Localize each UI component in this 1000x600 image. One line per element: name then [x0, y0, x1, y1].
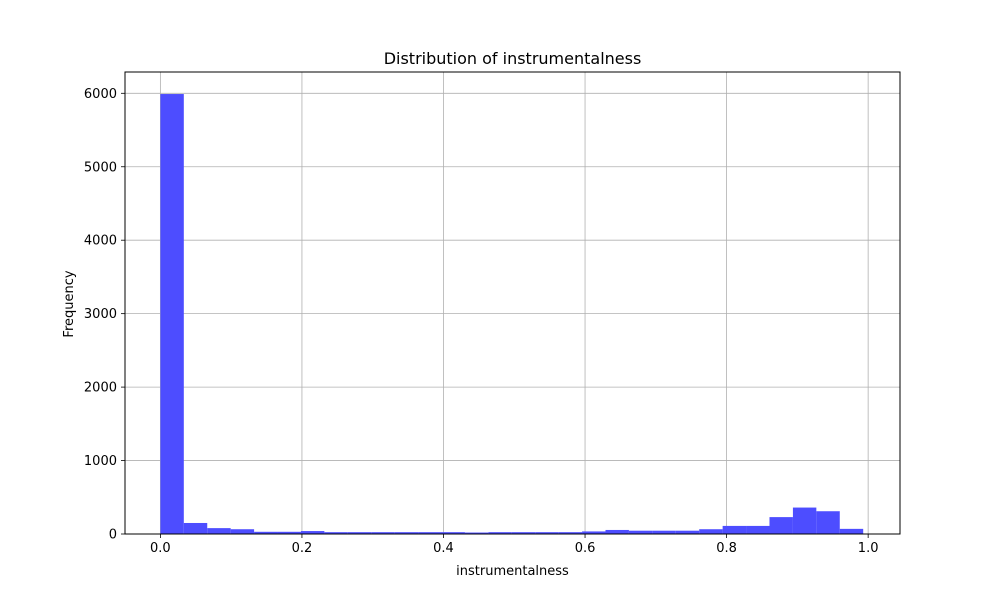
y-tick-label: 5000: [84, 160, 117, 175]
histogram-bar: [535, 532, 559, 534]
plot-frame: [124, 71, 901, 535]
y-tick-label: 3000: [84, 307, 117, 322]
x-tick-label: 0.0: [150, 541, 171, 556]
histogram-bar: [394, 532, 419, 534]
histogram-bars: [160, 94, 864, 534]
histogram-bar: [207, 528, 231, 534]
y-tick-label: 6000: [84, 87, 117, 102]
y-axis-ticks: 0 1000 2000 3000 4000 5000 6000: [84, 87, 125, 543]
histogram-bar: [675, 530, 700, 534]
y-axis-label: Frequency: [62, 270, 77, 337]
histogram-bar: [746, 525, 770, 534]
histogram-bar: [722, 525, 747, 534]
histogram-bar: [277, 531, 301, 534]
histogram-bar: [183, 522, 208, 534]
histogram-bar: [582, 531, 606, 534]
x-axis-label: instrumentalness: [456, 564, 569, 579]
histogram-bar: [652, 530, 676, 534]
histogram-bar: [160, 94, 184, 534]
histogram-bar: [488, 532, 512, 534]
histogram-bar: [230, 529, 255, 534]
histogram-bar: [839, 528, 864, 534]
histogram-bar: [371, 532, 395, 534]
x-tick-label: 0.6: [575, 541, 596, 556]
x-axis-ticks: 0.0 0.2 0.4 0.6 0.8 1.0: [150, 534, 878, 556]
y-tick-label: 4000: [84, 234, 117, 249]
y-tick-label: 1000: [84, 454, 117, 469]
histogram-bar: [324, 532, 348, 534]
histogram-bar: [254, 531, 278, 534]
y-tick-label: 2000: [84, 381, 117, 396]
histogram-bar: [511, 532, 536, 534]
x-tick-label: 0.2: [292, 541, 313, 556]
histogram-bar: [816, 511, 840, 534]
histogram-bar: [441, 532, 465, 534]
histogram-bar: [558, 532, 583, 534]
x-tick-label: 0.8: [716, 541, 737, 556]
histogram-bar: [418, 532, 442, 534]
x-tick-label: 0.4: [433, 541, 454, 556]
histogram-bar: [769, 517, 793, 534]
histogram-bar: [605, 529, 629, 534]
chart-title: Distribution of instrumentalness: [384, 49, 642, 68]
y-tick-label: 0: [109, 528, 117, 543]
histogram-bar: [464, 532, 489, 534]
x-tick-label: 1.0: [858, 541, 879, 556]
grid: [125, 72, 900, 535]
histogram-bar: [628, 530, 653, 534]
histogram-bar: [699, 529, 723, 534]
histogram-bar: [347, 532, 372, 534]
histogram-bar: [792, 507, 817, 534]
histogram-bar: [300, 531, 325, 534]
